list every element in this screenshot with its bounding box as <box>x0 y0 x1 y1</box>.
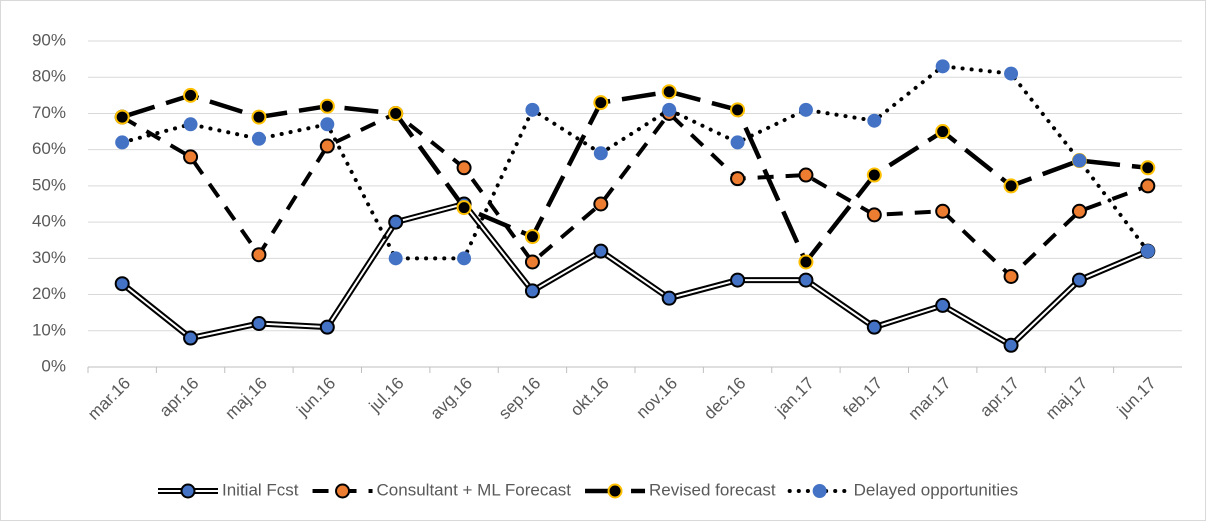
y-tick-label: 10% <box>32 320 66 339</box>
data-point <box>388 251 403 266</box>
data-point <box>524 254 540 270</box>
data-point <box>935 297 951 313</box>
data-point <box>183 117 198 132</box>
data-point <box>251 316 267 332</box>
data-point <box>319 138 335 154</box>
y-tick-label: 0% <box>41 356 66 375</box>
data-point <box>1140 244 1155 259</box>
data-point <box>730 102 746 118</box>
legend-marker <box>607 483 623 499</box>
data-point <box>524 229 540 245</box>
data-point <box>183 330 199 346</box>
data-point <box>1003 337 1019 353</box>
data-point <box>183 87 199 103</box>
data-point <box>593 196 609 212</box>
data-point <box>661 290 677 306</box>
data-point <box>866 207 882 223</box>
data-point <box>388 214 404 230</box>
data-point <box>1072 153 1087 168</box>
legend-label: Consultant + ML Forecast <box>377 480 572 499</box>
data-point <box>1140 160 1156 176</box>
data-point <box>320 117 335 132</box>
data-point <box>525 102 540 117</box>
legend-label: Delayed opportunities <box>854 480 1018 499</box>
data-point <box>730 272 746 288</box>
data-point <box>251 109 267 125</box>
data-point <box>593 146 608 161</box>
data-point <box>456 200 472 216</box>
legend-marker <box>812 484 827 498</box>
data-point <box>456 160 472 176</box>
y-tick-label: 60% <box>32 139 66 158</box>
data-point <box>867 113 882 128</box>
legend-label: Initial Fcst <box>222 480 299 499</box>
data-point <box>1071 272 1087 288</box>
data-point <box>866 319 882 335</box>
data-point <box>661 84 677 100</box>
series-line <box>121 203 1149 347</box>
legend-marker <box>180 483 196 499</box>
data-point <box>114 109 130 125</box>
data-point <box>593 243 609 259</box>
data-point <box>935 124 951 140</box>
data-point <box>798 254 814 270</box>
data-point <box>115 135 130 150</box>
series-line <box>121 89 1149 265</box>
data-point <box>319 319 335 335</box>
data-point <box>798 167 814 183</box>
data-point <box>730 135 745 150</box>
y-tick-label: 70% <box>32 103 66 122</box>
data-point <box>319 98 335 114</box>
data-point <box>593 95 609 111</box>
data-point <box>798 272 814 288</box>
data-point <box>1003 178 1019 194</box>
y-tick-label: 20% <box>32 284 66 303</box>
data-point <box>183 149 199 165</box>
data-point <box>114 276 130 292</box>
data-point <box>457 251 472 266</box>
data-point <box>1003 268 1019 284</box>
legend-label: Revised forecast <box>649 480 776 499</box>
data-point <box>251 247 267 263</box>
data-point <box>1140 178 1156 194</box>
series-line <box>121 111 1149 279</box>
data-point <box>662 102 677 117</box>
data-point <box>935 59 950 74</box>
data-point <box>388 105 404 121</box>
data-point <box>798 102 813 117</box>
data-point <box>935 203 951 219</box>
data-point <box>730 171 746 187</box>
y-tick-label: 50% <box>32 175 66 194</box>
data-point <box>524 283 540 299</box>
legend-marker <box>335 483 351 499</box>
y-tick-label: 40% <box>32 212 66 231</box>
data-point <box>1004 66 1019 81</box>
y-tick-label: 90% <box>32 30 66 49</box>
y-tick-label: 80% <box>32 67 66 86</box>
data-point <box>866 167 882 183</box>
legend: Initial Fcst Consultant + ML Forecast Revi… <box>158 480 1018 499</box>
data-point <box>251 131 266 146</box>
y-tick-label: 30% <box>32 248 66 267</box>
data-point <box>1071 203 1087 219</box>
